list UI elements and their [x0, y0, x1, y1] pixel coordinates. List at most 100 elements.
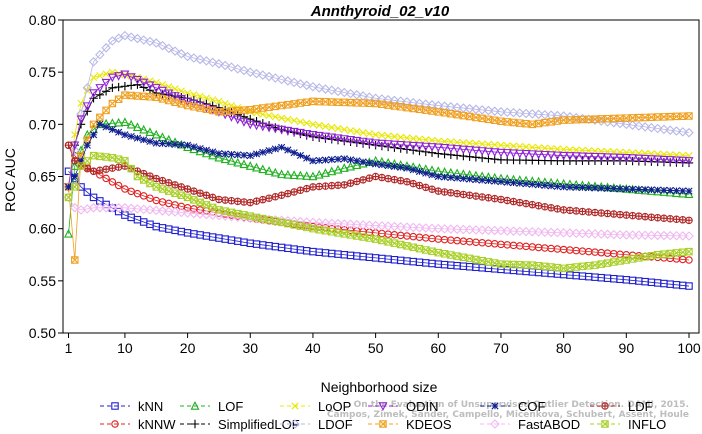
data-point: [396, 240, 405, 249]
data-point: [640, 230, 650, 241]
data-point: [270, 124, 280, 134]
data-point: [628, 255, 637, 263]
data-point: [603, 184, 612, 192]
data-point: [422, 246, 430, 254]
y-tick-label: 0.70: [29, 116, 56, 132]
data-point: [133, 134, 142, 142]
data-point: [240, 198, 248, 206]
data-point: [370, 220, 381, 231]
data-point: [552, 227, 563, 238]
data-point: [114, 163, 123, 171]
data-point: [634, 121, 644, 131]
series-loop: [64, 68, 693, 191]
legend-marker: [601, 402, 609, 410]
data-point: [621, 153, 631, 163]
data-point: [177, 191, 186, 200]
data-point: [621, 230, 632, 240]
data-point: [533, 227, 544, 237]
data-point: [472, 255, 480, 264]
data-point: [239, 118, 249, 127]
data-point: [314, 169, 324, 179]
data-point: [226, 113, 236, 122]
data-point: [271, 145, 279, 153]
data-point: [289, 77, 299, 88]
data-point: [440, 173, 449, 181]
data-point: [333, 218, 343, 229]
data-point: [677, 231, 688, 241]
data-point: [395, 222, 406, 232]
data-point: [157, 206, 168, 216]
data-point: [359, 158, 367, 166]
data-point: [396, 141, 406, 150]
data-point: [146, 194, 154, 202]
data-point: [326, 85, 337, 95]
data-point: [615, 153, 625, 163]
data-point: [283, 76, 293, 86]
data-point: [533, 109, 544, 120]
data-point: [183, 97, 193, 107]
data-point: [277, 125, 287, 135]
data-point: [640, 154, 650, 164]
data-point: [207, 57, 218, 68]
data-point: [484, 140, 493, 148]
data-point: [102, 70, 110, 78]
data-point: [428, 247, 436, 256]
data-point: [195, 146, 205, 156]
legend-item-odin: ODIN: [368, 399, 439, 414]
data-point: [265, 194, 273, 202]
data-point: [665, 156, 675, 165]
data-point: [252, 105, 261, 113]
data-point: [340, 155, 348, 163]
data-point: [553, 145, 561, 153]
data-point: [641, 186, 649, 194]
data-point: [578, 262, 587, 271]
data-point: [446, 144, 456, 154]
data-point: [346, 179, 355, 187]
data-point: [146, 172, 154, 180]
data-point: [315, 156, 323, 165]
data-point: [541, 118, 549, 127]
data-point: [246, 105, 255, 114]
data-point: [259, 104, 267, 112]
data-point: [566, 263, 574, 272]
x-tick-label: 80: [556, 340, 572, 356]
data-point: [591, 261, 599, 269]
data-point: [654, 186, 662, 194]
data-point: [527, 227, 538, 237]
data-point: [77, 162, 85, 170]
data-point: [339, 219, 350, 229]
data-point: [685, 112, 693, 120]
data-point: [321, 182, 330, 190]
data-point: [64, 183, 73, 191]
data-point: [616, 210, 624, 219]
data-point: [433, 143, 443, 153]
data-point: [196, 198, 204, 207]
data-point: [265, 103, 273, 111]
data-point: [627, 230, 638, 240]
data-point: [465, 146, 475, 155]
data-point: [571, 228, 581, 239]
data-point: [433, 223, 444, 234]
data-point: [414, 142, 424, 152]
data-point: [421, 142, 431, 152]
data-point: [471, 146, 481, 156]
data-point: [364, 138, 374, 148]
data-point: [320, 84, 331, 94]
data-point: [447, 173, 455, 182]
data-point: [258, 70, 268, 80]
data-point: [114, 82, 123, 92]
data-point: [296, 186, 305, 195]
data-point: [146, 77, 154, 85]
data-point: [408, 141, 418, 151]
data-point: [534, 144, 543, 152]
data-point: [246, 152, 254, 160]
data-point: [202, 201, 211, 209]
data-point: [646, 230, 657, 241]
data-point: [96, 166, 104, 174]
data-point: [221, 196, 229, 204]
data-point: [439, 101, 450, 111]
data-point: [553, 182, 561, 191]
data-point: [540, 227, 550, 237]
data-point: [358, 137, 368, 147]
data-point: [503, 196, 511, 205]
